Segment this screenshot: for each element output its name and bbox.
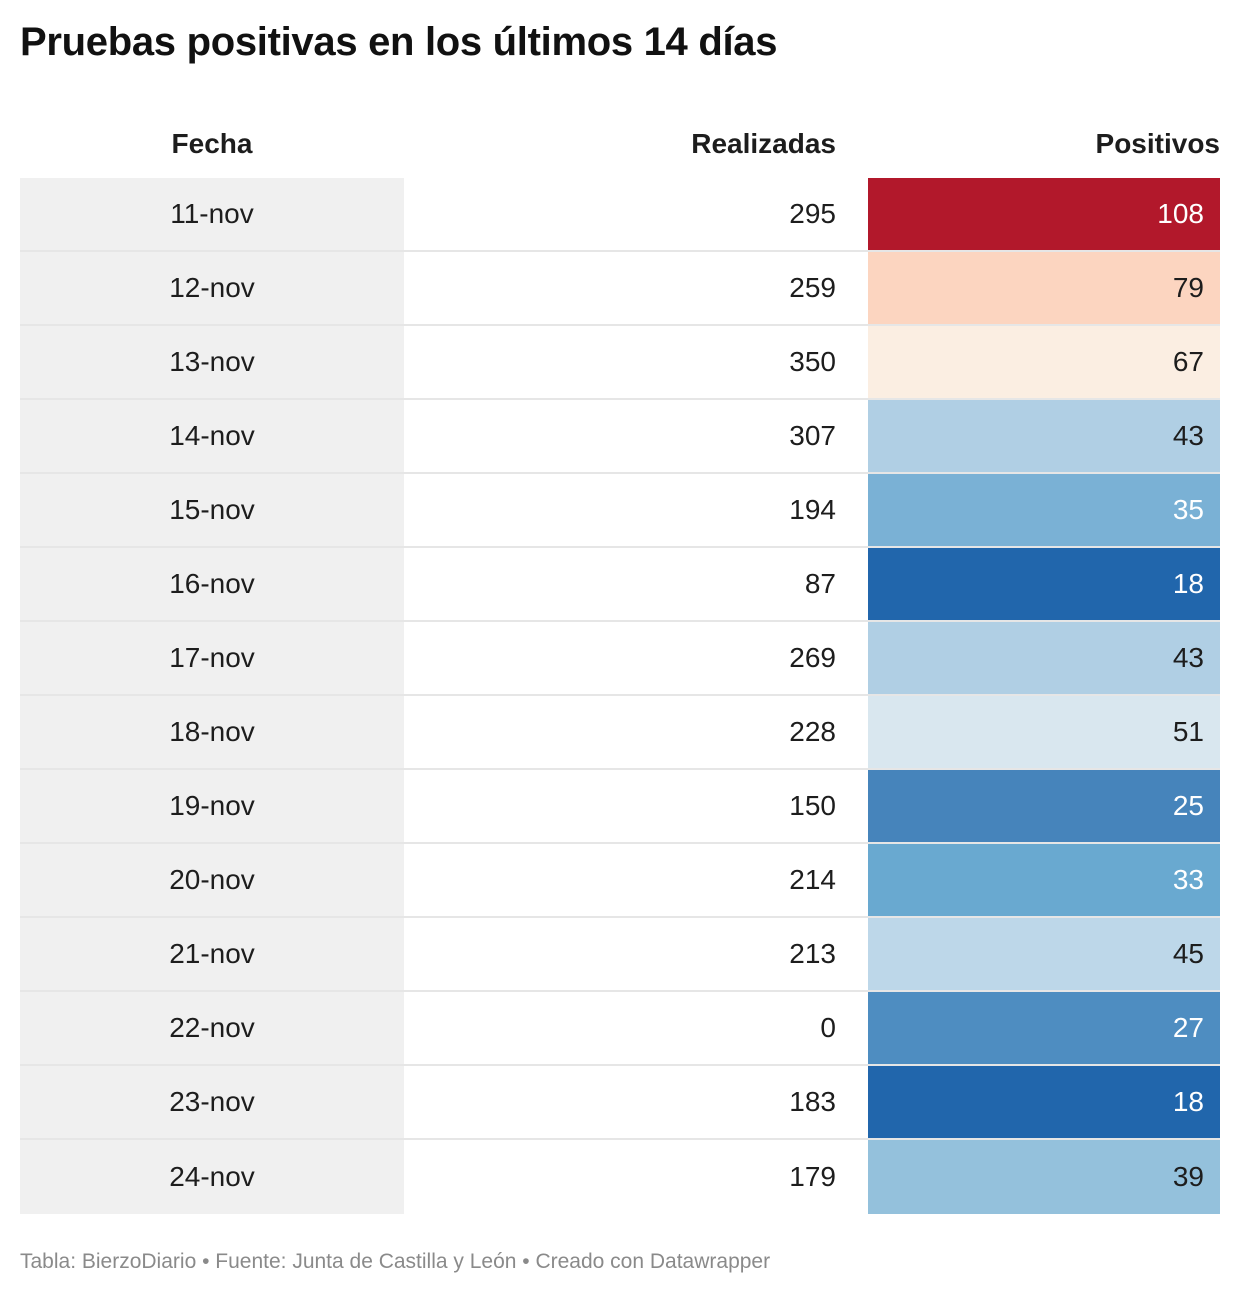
cell-fecha: 13-nov: [20, 326, 404, 398]
source-footer: Tabla: BierzoDiario • Fuente: Junta de C…: [20, 1250, 771, 1273]
data-table: Fecha Realizadas Positivos 11-nov 295 108 1…: [20, 110, 1220, 1214]
cell-realizadas: 179: [789, 1161, 836, 1192]
cell-positivos: 18: [868, 1066, 1220, 1138]
cell-positivos: 33: [868, 844, 1220, 916]
column-header-realizadas[interactable]: Realizadas: [691, 128, 836, 159]
cell-fecha: 18-nov: [20, 696, 404, 768]
cell-fecha: 20-nov: [20, 844, 404, 916]
cell-realizadas: 259: [789, 272, 836, 303]
cell-realizadas: 228: [789, 716, 836, 747]
cell-fecha: 22-nov: [20, 992, 404, 1064]
table-row: 14-nov 307 43: [20, 400, 1220, 474]
table-row: 12-nov 259 79: [20, 252, 1220, 326]
cell-fecha: 24-nov: [20, 1140, 404, 1214]
cell-positivos: 79: [868, 252, 1220, 324]
cell-positivos: 18: [868, 548, 1220, 620]
cell-fecha: 17-nov: [20, 622, 404, 694]
cell-positivos: 108: [868, 178, 1220, 250]
cell-realizadas: 194: [789, 494, 836, 525]
cell-positivos: 67: [868, 326, 1220, 398]
cell-positivos: 35: [868, 474, 1220, 546]
table-row: 16-nov 87 18: [20, 548, 1220, 622]
cell-fecha: 23-nov: [20, 1066, 404, 1138]
cell-positivos: 39: [868, 1140, 1220, 1214]
chart-title: Pruebas positivas en los últimos 14 días: [20, 20, 778, 64]
cell-realizadas: 295: [789, 198, 836, 229]
cell-fecha: 16-nov: [20, 548, 404, 620]
cell-realizadas: 0: [820, 1012, 836, 1043]
table-row: 19-nov 150 25: [20, 770, 1220, 844]
table-body: 11-nov 295 108 12-nov 259 79 13-nov 350 67 14-nov…: [20, 178, 1220, 1214]
cell-fecha: 19-nov: [20, 770, 404, 842]
cell-positivos: 51: [868, 696, 1220, 768]
cell-fecha: 14-nov: [20, 400, 404, 472]
cell-positivos: 43: [868, 622, 1220, 694]
table-row: 24-nov 179 39: [20, 1140, 1220, 1214]
cell-fecha: 21-nov: [20, 918, 404, 990]
cell-realizadas: 87: [804, 568, 836, 599]
cell-fecha: 12-nov: [20, 252, 404, 324]
cell-realizadas: 350: [789, 346, 836, 377]
cell-realizadas: 269: [789, 642, 836, 673]
table-row: 11-nov 295 108: [20, 178, 1220, 252]
column-header-positivos[interactable]: Positivos: [1095, 128, 1220, 159]
table-row: 20-nov 214 33: [20, 844, 1220, 918]
table-row: 23-nov 183 18: [20, 1066, 1220, 1140]
cell-realizadas: 183: [789, 1086, 836, 1117]
table-row: 18-nov 228 51: [20, 696, 1220, 770]
table-row: 15-nov 194 35: [20, 474, 1220, 548]
cell-realizadas: 214: [789, 864, 836, 895]
table-row: 21-nov 213 45: [20, 918, 1220, 992]
cell-fecha: 15-nov: [20, 474, 404, 546]
cell-fecha: 11-nov: [20, 178, 404, 250]
cell-realizadas: 213: [789, 938, 836, 969]
cell-positivos: 45: [868, 918, 1220, 990]
cell-realizadas: 150: [789, 790, 836, 821]
column-header-fecha[interactable]: Fecha: [171, 128, 253, 159]
cell-positivos: 43: [868, 400, 1220, 472]
cell-positivos: 27: [868, 992, 1220, 1064]
cell-positivos: 25: [868, 770, 1220, 842]
table-row: 17-nov 269 43: [20, 622, 1220, 696]
table-row: 13-nov 350 67: [20, 326, 1220, 400]
cell-realizadas: 307: [789, 420, 836, 451]
table-row: 22-nov 0 27: [20, 992, 1220, 1066]
table-header: Fecha Realizadas Positivos: [20, 110, 1220, 178]
